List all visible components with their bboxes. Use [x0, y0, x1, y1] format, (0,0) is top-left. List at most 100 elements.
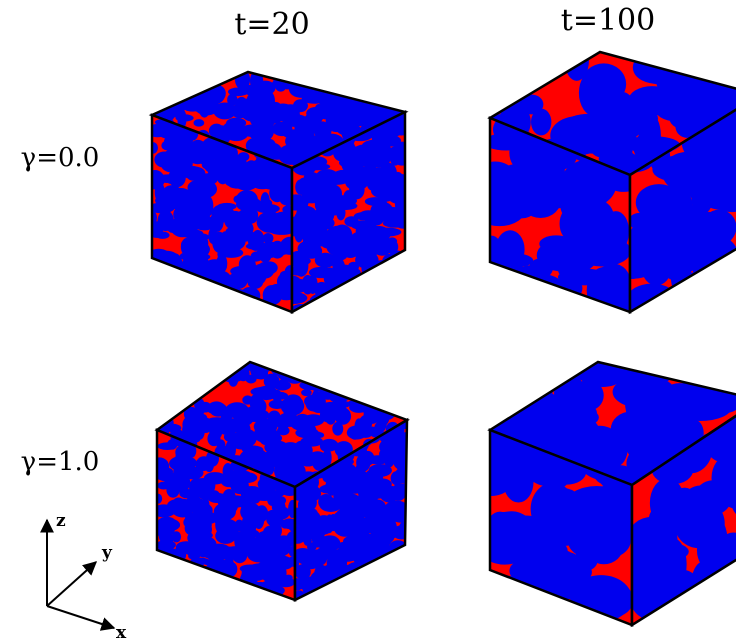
domain [543, 150, 565, 188]
domain [338, 578, 352, 590]
domain [238, 152, 250, 161]
domain [390, 301, 399, 320]
domain [173, 366, 190, 374]
domain [170, 480, 178, 491]
domain [178, 73, 188, 88]
domain [320, 356, 343, 372]
domain [519, 361, 548, 387]
domain [392, 581, 409, 589]
domain [350, 80, 360, 98]
domain [292, 67, 317, 83]
domain [335, 76, 350, 93]
domain [652, 158, 696, 181]
domain [182, 71, 200, 84]
domain [385, 358, 409, 373]
domain [372, 384, 393, 392]
domain [213, 297, 239, 305]
domain [361, 70, 384, 82]
domain [307, 544, 317, 551]
axes-triad: z y x [47, 511, 127, 642]
domain [224, 297, 242, 318]
domain [379, 289, 391, 306]
domain [397, 576, 412, 590]
domain [329, 72, 350, 91]
domain [285, 397, 303, 407]
domain [149, 83, 166, 104]
domain [347, 426, 367, 439]
domain [488, 511, 535, 556]
domain [516, 297, 570, 315]
domain [200, 299, 216, 309]
domain [348, 298, 374, 319]
domain [164, 366, 181, 383]
domain [194, 285, 211, 293]
domain [388, 560, 403, 568]
domain [253, 550, 273, 561]
domain [305, 163, 330, 170]
domain [210, 297, 235, 311]
domain [302, 231, 327, 244]
domain [292, 363, 302, 373]
domain [387, 283, 411, 300]
domain [326, 226, 351, 245]
domain [226, 363, 235, 373]
domain [176, 369, 195, 382]
domain [261, 192, 270, 210]
domain [342, 293, 365, 309]
domain [355, 463, 365, 481]
domain [154, 586, 175, 605]
domain [160, 364, 179, 372]
domain [376, 289, 390, 299]
domain [157, 90, 170, 98]
domain [387, 66, 398, 86]
domain [226, 584, 240, 599]
domain [353, 375, 375, 384]
domain [533, 416, 558, 445]
domain [387, 580, 396, 592]
domain [600, 579, 627, 606]
domain [154, 390, 178, 408]
domain [190, 573, 205, 583]
domain [354, 374, 366, 393]
domain [167, 296, 178, 315]
domain [350, 65, 375, 83]
domain [650, 478, 685, 527]
domain [374, 69, 399, 80]
domain [387, 307, 407, 315]
domain [481, 76, 504, 110]
domain [401, 556, 412, 568]
domain [368, 271, 389, 288]
domain [521, 287, 559, 316]
domain [201, 380, 218, 386]
domain [482, 574, 512, 619]
domain [151, 360, 169, 370]
domain [342, 243, 360, 258]
domain [144, 81, 160, 89]
domain [162, 565, 182, 574]
domain [318, 594, 332, 603]
axis-label: z [56, 511, 66, 531]
domain [225, 294, 250, 313]
domain [345, 516, 367, 528]
domain [258, 485, 268, 495]
domain [272, 122, 293, 136]
axis-label: x [116, 623, 127, 642]
domain [393, 85, 414, 98]
domain [226, 585, 244, 597]
domain [207, 406, 227, 415]
domain [193, 525, 211, 533]
domain [484, 93, 515, 114]
domain [493, 344, 539, 384]
domain [380, 163, 397, 184]
domain [217, 249, 226, 259]
domain [165, 532, 173, 547]
domain [729, 567, 736, 593]
domain [354, 579, 363, 587]
domain [318, 494, 334, 510]
domain [181, 166, 206, 179]
domain [361, 451, 374, 466]
domain [236, 190, 258, 208]
domain [257, 248, 281, 256]
domain [315, 253, 336, 268]
domain [160, 582, 179, 591]
